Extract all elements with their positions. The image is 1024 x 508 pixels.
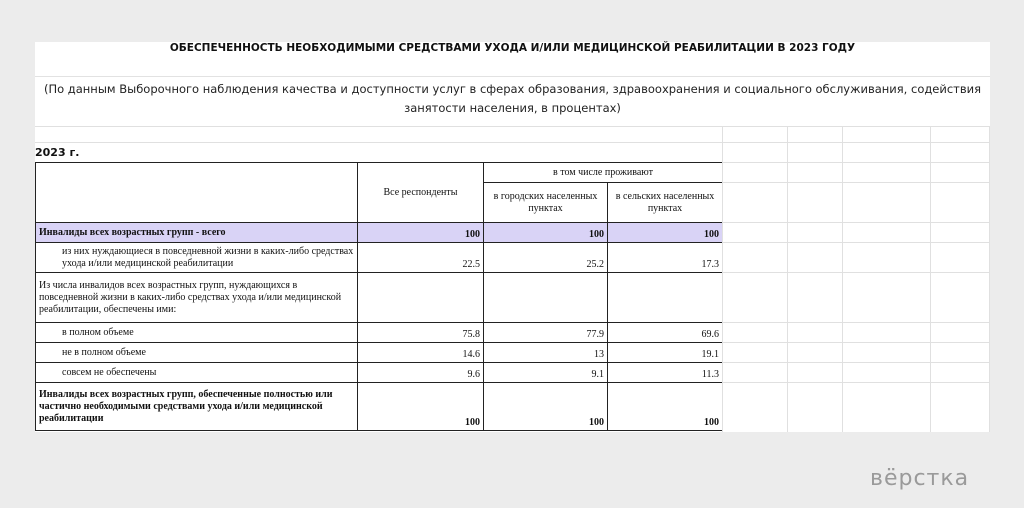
grid-line <box>722 126 723 432</box>
value-cell: 77.9 <box>483 322 608 343</box>
header-cell: в городских населенных пунктах <box>483 182 608 223</box>
table-row: Инвалиды всех возрастных групп, обеспече… <box>35 382 723 431</box>
label-cell: не в полном объеме <box>35 342 358 363</box>
grid-line <box>722 222 990 223</box>
value-cell: 100 <box>357 382 484 431</box>
value-cell: 100 <box>483 222 608 243</box>
label-cell: из них нуждающиеся в повседневной жизни … <box>35 242 358 273</box>
table-row: совсем не обеспечены 9.6 9.1 11.3 <box>35 362 723 383</box>
table-row: из них нуждающиеся в повседневной жизни … <box>35 242 723 273</box>
value-cell: 100 <box>607 222 723 243</box>
grid-line <box>722 182 990 183</box>
label-cell: Инвалиды всех возрастных групп - всего <box>35 222 358 243</box>
label-cell: Из числа инвалидов всех возрастных групп… <box>35 272 358 323</box>
value-cell: 19.1 <box>607 342 723 363</box>
value-cell: 17.3 <box>607 242 723 273</box>
grid-line <box>787 126 788 432</box>
value-cell: 75.8 <box>357 322 484 343</box>
value-cell: 100 <box>607 382 723 431</box>
value-cell: 100 <box>483 382 608 431</box>
grid-line <box>35 126 990 127</box>
sheet: ОБЕСПЕЧЕННОСТЬ НЕОБХОДИМЫМИ СРЕДСТВАМИ У… <box>35 42 990 432</box>
label-cell: совсем не обеспечены <box>35 362 358 383</box>
value-cell: 22.5 <box>357 242 484 273</box>
value-cell: 14.6 <box>357 342 484 363</box>
grid-line <box>722 362 990 363</box>
table-row: Из числа инвалидов всех возрастных групп… <box>35 272 723 323</box>
label-cell: в полном объеме <box>35 322 358 343</box>
data-table: Все респонденты в том числе проживают в … <box>35 162 723 431</box>
header-row: в городских населенных пунктах в сельски… <box>36 182 723 223</box>
value-cell <box>357 272 484 323</box>
value-cell: 9.6 <box>357 362 484 383</box>
header-row: Все респонденты в том числе проживают <box>35 162 723 223</box>
value-cell: 13 <box>483 342 608 363</box>
value-cell <box>607 272 723 323</box>
watermark: вёрстка <box>870 466 970 491</box>
grid-line <box>722 322 990 323</box>
grid-line <box>930 126 931 432</box>
value-cell <box>483 272 608 323</box>
grid-line <box>722 242 990 243</box>
grid-line <box>35 142 990 143</box>
grid-line <box>722 342 990 343</box>
grid-line <box>722 162 990 163</box>
value-cell: 100 <box>357 222 484 243</box>
subtitle: (По данным Выборочного наблюдения качест… <box>43 82 982 115</box>
value-cell: 9.1 <box>483 362 608 383</box>
value-cell: 25.2 <box>483 242 608 273</box>
grid-line <box>989 126 990 432</box>
table-row: в полном объеме 75.8 77.9 69.6 <box>35 322 723 343</box>
year-label: 2023 г. <box>35 146 80 159</box>
header-cell: Все респонденты <box>357 162 484 223</box>
title: ОБЕСПЕЧЕННОСТЬ НЕОБХОДИМЫМИ СРЕДСТВАМИ У… <box>35 42 990 77</box>
grid-line <box>722 272 990 273</box>
header-cell <box>35 162 358 223</box>
label-cell: Инвалиды всех возрастных групп, обеспече… <box>35 382 358 431</box>
value-cell: 69.6 <box>607 322 723 343</box>
grid-line <box>722 382 990 383</box>
table-row: не в полном объеме 14.6 13 19.1 <box>35 342 723 363</box>
value-cell: 11.3 <box>607 362 723 383</box>
header-cell: в сельских населенных пунктах <box>607 182 723 223</box>
grid-line <box>842 126 843 432</box>
header-cell: в том числе проживают <box>483 162 723 183</box>
table-row: Инвалиды всех возрастных групп - всего 10… <box>35 222 723 243</box>
